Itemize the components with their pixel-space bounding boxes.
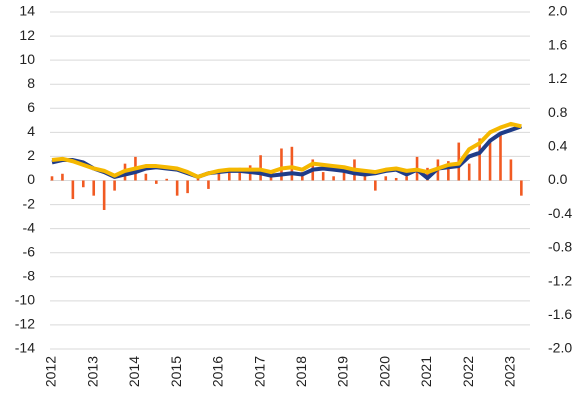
y2-tick-label: -1.6 [548,306,572,322]
bar [217,172,221,181]
bar [175,180,179,196]
x-tick-label: 2022 [460,356,476,387]
bar [113,180,116,191]
y-tick-label: 0 [27,171,35,187]
bar [196,177,200,181]
bar [186,180,189,194]
y-tick-label: 6 [27,99,35,115]
y2-tick-label: -0.4 [548,205,572,221]
y-tick-label: 2 [27,147,35,163]
bar [426,167,429,181]
bar [102,180,106,210]
y2-tick-label: -2.0 [548,340,572,356]
line [51,121,522,179]
bar [165,178,169,181]
bar [384,176,388,181]
y2-tick-label: 1.6 [548,36,568,52]
bar [144,173,148,181]
y2-tick-label: 0.8 [548,104,568,120]
x-tick-label: 2013 [84,356,100,387]
bar [321,172,325,181]
y-tick-label: 8 [27,75,35,91]
bar [81,180,85,188]
y2-tick-label: 0.0 [548,171,568,187]
y-tick-label: -8 [23,267,36,283]
x-tick-label: 2017 [251,356,267,387]
y2-tick-label: -0.8 [548,239,572,255]
bar [394,177,398,181]
bar [342,170,346,181]
bar [290,146,294,181]
x-tick-label: 2019 [335,356,351,387]
bar [92,180,96,196]
y-tick-label: -14 [15,340,35,356]
x-tick-label: 2016 [210,356,226,387]
bar [478,138,481,181]
bar [467,163,471,181]
y2-tick-label: 2.0 [548,3,568,19]
bar [405,176,408,181]
bar [71,180,75,200]
bar [61,173,64,181]
x-tick-label: 2014 [126,356,142,387]
x-tick-label: 2023 [502,356,518,387]
bar [509,159,513,181]
bar [332,176,335,181]
y-tick-label: -2 [23,195,36,211]
bar [520,180,523,196]
y-tick-label: -4 [23,219,36,235]
y2-tick-label: 1.2 [548,70,568,86]
bar [488,142,492,181]
bar [447,161,450,181]
bar [238,167,242,181]
x-tick-label: 2020 [376,356,392,387]
y2-tick-label: 0.4 [548,138,568,154]
bar [207,180,210,189]
y-tick-label: 10 [19,51,35,67]
y2-tick-label: -1.2 [548,272,572,288]
bar [228,172,231,181]
bar [155,180,158,184]
bar [280,148,283,181]
bar [499,134,502,181]
bar [50,176,54,181]
x-tick-label: 2015 [168,356,184,387]
y-tick-label: -6 [23,243,36,259]
y-tick-label: 12 [19,27,35,43]
x-tick-label: 2021 [418,356,434,387]
bar [374,180,377,191]
x-tick-label: 2018 [293,356,309,387]
y-tick-label: 4 [27,123,35,139]
y-tick-label: -12 [15,316,35,332]
y-tick-label: -10 [15,292,35,308]
y-tick-label: 14 [19,3,35,19]
x-tick-label: 2012 [43,356,59,387]
